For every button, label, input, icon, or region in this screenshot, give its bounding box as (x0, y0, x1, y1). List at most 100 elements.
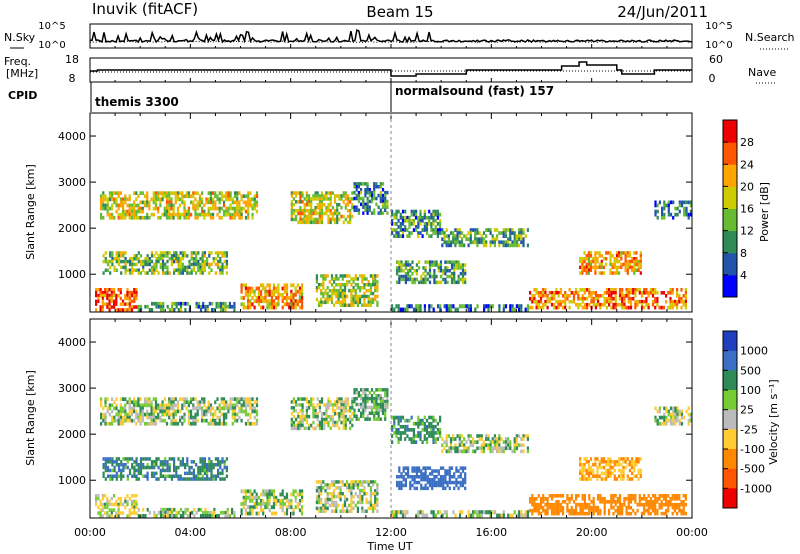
echo-cell (336, 397, 339, 401)
echo-cell (526, 307, 529, 312)
echo-cell (553, 511, 556, 516)
echo-cell (663, 212, 666, 217)
echo-cell (244, 498, 247, 503)
echo-cell (424, 260, 427, 264)
echo-cell (275, 302, 278, 307)
echo-cell (450, 274, 454, 279)
echo-cell (185, 397, 188, 401)
echo-cell (222, 308, 225, 312)
echo-cell (360, 405, 363, 410)
echo-cell (174, 397, 177, 401)
echo-cell (651, 294, 655, 298)
echo-cell (404, 510, 407, 515)
echo-cell (110, 496, 113, 501)
echo-cell (208, 251, 211, 255)
echo-cell (428, 271, 432, 276)
echo-cell (673, 299, 676, 304)
echo-cell (417, 304, 420, 309)
echo-cell (117, 259, 121, 264)
echo-cell (406, 434, 409, 438)
echo-cell (474, 234, 477, 238)
echo-cell (618, 251, 621, 255)
echo-cell (249, 397, 252, 401)
echo-cell (164, 457, 167, 461)
echo-cell (620, 265, 623, 270)
echo-cell (457, 260, 460, 264)
echo-cell (285, 299, 289, 304)
echo-cell (152, 200, 155, 205)
echo-cell (417, 431, 420, 435)
echo-cell (583, 296, 586, 301)
echo-cell (137, 465, 140, 470)
echo-cell (297, 211, 300, 216)
echo-cell (421, 428, 424, 432)
echo-cell (369, 300, 372, 305)
echo-cell (329, 403, 332, 407)
echo-cell (328, 497, 331, 502)
echo-cell (194, 215, 197, 220)
echo-cell (104, 257, 107, 261)
echo-cell (426, 513, 429, 518)
echo-cell (150, 259, 154, 264)
echo-cell (445, 437, 448, 441)
echo-cell (317, 506, 321, 511)
echo-cell (214, 400, 217, 405)
echo-cell (150, 421, 153, 426)
echo-cell (417, 415, 420, 420)
echo-cell (229, 203, 232, 208)
echo-cell (572, 294, 576, 298)
echo-cell (165, 206, 169, 211)
echo-cell (253, 409, 256, 414)
echo-cell (222, 301, 225, 306)
echo-cell (317, 303, 321, 307)
echo-cell (115, 257, 118, 261)
echo-cell (130, 511, 134, 515)
echo-cell (546, 299, 549, 304)
echo-cell (185, 194, 188, 199)
echo-cell (375, 388, 378, 392)
echo-cell (339, 486, 342, 490)
echo-cell (292, 217, 295, 222)
echo-cell (163, 397, 166, 401)
echo-cell (119, 412, 122, 417)
echo-cell (496, 228, 499, 232)
echo-cell (247, 191, 250, 195)
echo-cell (399, 307, 402, 312)
echo-cell (236, 191, 239, 195)
echo-cell (128, 197, 131, 202)
echo-cell (181, 457, 184, 461)
echo-cell (340, 403, 343, 407)
echo-cell (316, 217, 319, 222)
echo-cell (146, 197, 149, 202)
echo-cell (397, 218, 400, 223)
echo-cell (658, 502, 661, 507)
echo-cell (447, 446, 450, 451)
echo-cell (603, 302, 606, 307)
echo-cell (297, 412, 300, 416)
echo-cell (176, 400, 180, 405)
echo-cell (119, 409, 122, 414)
echo-cell (464, 277, 467, 282)
echo-cell (301, 289, 304, 294)
echo-cell (161, 403, 164, 408)
echo-cell (242, 495, 245, 500)
echo-cell (260, 508, 263, 513)
echo-cell (348, 486, 351, 490)
echo-cell (420, 277, 423, 282)
echo-cell (296, 289, 299, 294)
echo-cell (422, 472, 425, 476)
echo-cell (437, 280, 440, 285)
echo-cell (305, 220, 308, 225)
echo-cell (220, 406, 223, 411)
echo-cell (126, 290, 129, 295)
echo-cell (210, 468, 213, 473)
echo-cell (192, 262, 195, 267)
echo-cell (126, 412, 129, 417)
echo-cell (524, 513, 527, 518)
echo-cell (600, 262, 603, 267)
echo-cell (379, 408, 382, 413)
echo-cell (299, 206, 302, 210)
echo-cell (247, 215, 250, 220)
echo-cell (122, 465, 125, 470)
echo-cell (179, 460, 182, 464)
